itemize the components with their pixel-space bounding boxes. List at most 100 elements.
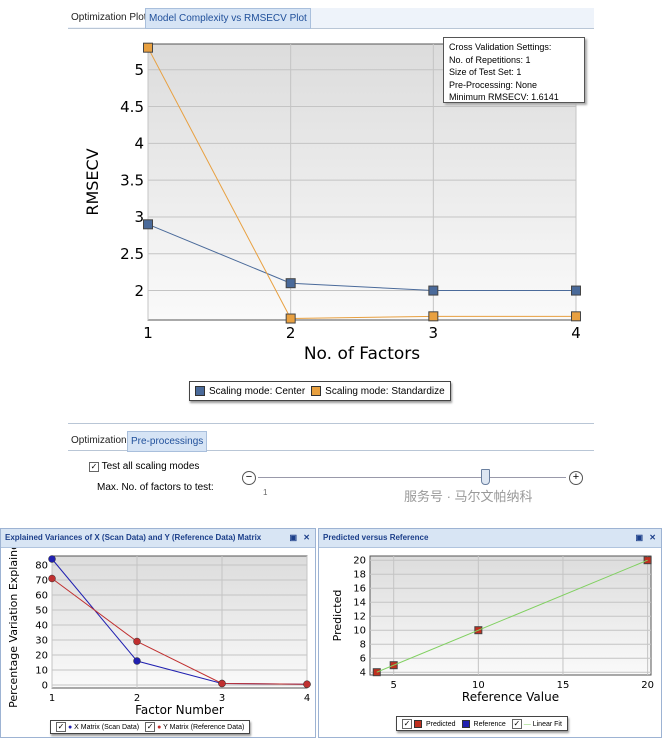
panel-title: Predicted versus Reference — [323, 533, 429, 542]
tooltip-line: No. of Repetitions: 1 — [449, 54, 531, 65]
variance-legend: ✓ ● X Matrix (Scan Data) ✓ ● Y Matrix (R… — [50, 720, 251, 734]
y-tick-label: 4 — [134, 135, 144, 153]
tooltip-line: Cross Validation Settings: — [449, 42, 552, 52]
rmsecv-legend: Scaling mode: Center Scaling mode: Stand… — [189, 381, 451, 401]
test-all-label: Test all scaling modes — [101, 461, 200, 472]
series-line — [376, 559, 648, 673]
legend-item-x[interactable]: ✓ ● X Matrix (Scan Data) — [56, 722, 140, 732]
x-tick-label: 2 — [286, 324, 296, 342]
y-tick-label: 40 — [35, 621, 48, 632]
data-point — [143, 219, 153, 230]
legend-item-center[interactable]: Scaling mode: Center — [195, 386, 305, 397]
options-tabbar: Optimization Pre-processings — [68, 431, 594, 452]
y-tick-label: 8 — [360, 640, 366, 651]
legend-item-standardize[interactable]: Scaling mode: Standardize — [311, 386, 445, 397]
x-tick-label: 5 — [391, 680, 397, 691]
x-tick-label: 1 — [143, 324, 153, 342]
y-tick-label: 2 — [134, 282, 144, 300]
slider-increase-icon[interactable]: + — [569, 471, 583, 485]
tooltip-line: Minimum RMSECV: 1.6141 — [449, 92, 559, 102]
y-tick-label: 6 — [360, 654, 366, 665]
data-point — [218, 679, 226, 688]
x-tick-label: 3 — [219, 693, 225, 704]
plot-area — [51, 555, 308, 689]
pred-legend: ✓ Predicted Reference ✓ — Linear Fit — [396, 716, 568, 731]
tab-pre-processings[interactable]: Pre-processings — [127, 431, 208, 452]
y-tick-label: 12 — [353, 612, 366, 623]
tab-model-complexity[interactable]: Model Complexity vs RMSECV Plot — [145, 8, 311, 29]
close-icon[interactable]: ✕ — [649, 533, 656, 542]
y-tick-label: 16 — [353, 584, 366, 595]
x-axis-label: Factor Number — [135, 703, 224, 717]
y-tick-label: 20 — [353, 556, 366, 567]
data-point — [285, 278, 296, 289]
explained-variance-panel: Explained Variances of X (Scan Data) and… — [0, 528, 316, 738]
x-tick-label: 4 — [571, 324, 581, 342]
x-axis-label: No. of Factors — [304, 344, 420, 364]
y-tick-label: 30 — [35, 636, 48, 647]
max-factors-label: Max. No. of factors to test: — [97, 482, 214, 493]
y-tick-label: 70 — [35, 576, 48, 587]
legend-item-linear-fit[interactable]: ✓ — Linear Fit — [511, 718, 562, 729]
data-point — [428, 311, 439, 322]
y-tick-label: 10 — [353, 626, 366, 637]
predicted-vs-reference-chart: 5 10 15 20 4 6 8 10 12 14 16 18 20 Reference Value Pre… — [331, 555, 654, 704]
y-tick-label: 0 — [42, 681, 48, 692]
y-tick-label: 18 — [353, 570, 366, 581]
y-tick-label: 3.5 — [120, 171, 144, 189]
panel-header: Explained Variances of X (Scan Data) and… — [1, 529, 315, 548]
legend-item-predicted[interactable]: ✓ Predicted — [402, 718, 456, 729]
export-icon[interactable]: ▣ — [289, 533, 297, 542]
data-point — [303, 680, 311, 688]
legend-item-reference[interactable]: Reference — [461, 719, 506, 728]
factors-slider-track[interactable] — [258, 477, 566, 478]
series-line — [147, 223, 576, 292]
x-tick-label: 4 — [304, 693, 310, 704]
x-tick-label: 2 — [134, 693, 140, 704]
x-tick-label: 1 — [49, 693, 55, 704]
data-point — [643, 556, 652, 565]
data-point — [143, 42, 153, 53]
y-axis-label: Predicted — [331, 590, 344, 642]
x-tick-label: 20 — [641, 680, 654, 691]
data-point — [133, 637, 141, 646]
y-tick-label: 4 — [360, 668, 366, 679]
test-all-checkbox[interactable]: ✓ Test all scaling modes — [89, 461, 200, 472]
data-point — [48, 555, 56, 563]
tab-optimization[interactable]: Optimization — [68, 431, 130, 450]
slider-min-label: 1 — [263, 488, 268, 497]
series-line — [147, 47, 576, 320]
splitter[interactable] — [68, 423, 594, 424]
data-point — [571, 311, 581, 322]
data-point — [48, 574, 56, 583]
tab-optimization-plot[interactable]: Optimization Plot — [68, 8, 150, 27]
slider-decrease-icon[interactable]: − — [242, 471, 256, 485]
y-axis-label: RMSECV — [83, 148, 102, 215]
y-tick-label: 5 — [134, 61, 144, 79]
data-point — [571, 285, 581, 296]
cv-settings-tooltip: Cross Validation Settings: No. of Repeti… — [443, 37, 585, 103]
y-tick-label: 20 — [35, 651, 48, 662]
legend-item-y[interactable]: ✓ ● Y Matrix (Reference Data) — [145, 722, 245, 732]
plot-tabbar: Optimization Plot Model Complexity vs RM… — [68, 8, 594, 29]
y-tick-label: 80 — [35, 561, 48, 572]
y-axis-label: Percentage Variation Explained — [7, 548, 20, 708]
factors-slider-thumb[interactable] — [481, 469, 490, 485]
export-icon[interactable]: ▣ — [635, 533, 643, 542]
tooltip-line: Size of Test Set: 1 — [449, 67, 522, 77]
x-tick-label: 3 — [429, 324, 439, 342]
y-tick-label: 14 — [353, 598, 366, 609]
tooltip-line: Pre-Processing: None — [449, 79, 538, 90]
panel-header: Predicted versus Reference ▣ ✕ — [319, 529, 661, 548]
x-tick-label: 10 — [472, 680, 485, 691]
data-point — [133, 657, 141, 665]
data-point — [372, 668, 381, 677]
y-tick-label: 10 — [35, 666, 48, 677]
y-tick-label: 50 — [35, 606, 48, 617]
watermark: 服务号 · 马尔文帕纳科 — [404, 489, 533, 504]
data-point — [428, 285, 439, 296]
y-tick-label: 2.5 — [120, 245, 144, 263]
close-icon[interactable]: ✕ — [303, 533, 310, 542]
x-axis-label: Reference Value — [462, 690, 559, 704]
